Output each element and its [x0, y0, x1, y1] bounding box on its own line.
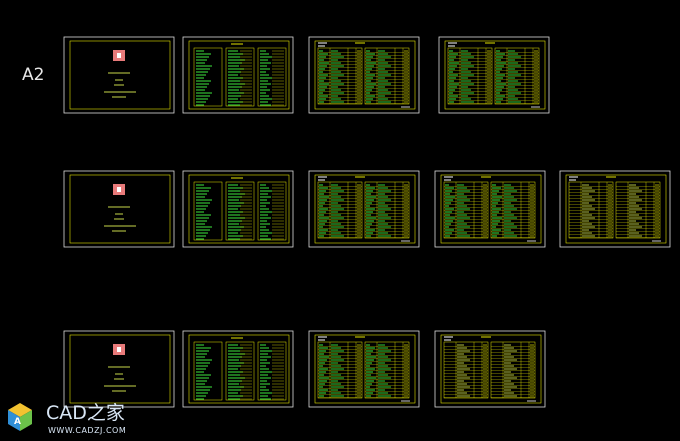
- sheet-border: [308, 330, 420, 408]
- sheet-frame: [188, 40, 290, 110]
- sheet-frame: [440, 174, 542, 244]
- sheet-size-label: A2: [22, 65, 44, 85]
- table: [364, 181, 410, 239]
- list-column: [193, 181, 223, 241]
- table: [317, 47, 363, 105]
- sheet-border: [434, 170, 546, 248]
- sheet-border: [63, 36, 175, 114]
- sheet-frame: [188, 334, 290, 404]
- table: [364, 341, 410, 399]
- sheet-border: [63, 330, 175, 408]
- sheet-frame: [565, 174, 667, 244]
- sheet-border: [182, 36, 294, 114]
- sheet-border: [182, 170, 294, 248]
- list-column: [257, 341, 287, 401]
- table: [494, 47, 540, 105]
- sheet-frame: [440, 334, 542, 404]
- sheet-frame: [188, 174, 290, 244]
- list-column: [225, 341, 255, 401]
- list-column: [193, 341, 223, 401]
- table: [568, 181, 614, 239]
- sheet-frame: [69, 174, 171, 244]
- sheet-border: [559, 170, 671, 248]
- sheet-frame: [314, 174, 416, 244]
- table: [317, 341, 363, 399]
- list-column: [257, 181, 287, 241]
- logo-inner: [117, 187, 121, 192]
- sheets: [63, 36, 671, 408]
- sheet-border: [434, 330, 546, 408]
- table: [447, 47, 493, 105]
- url: WWW.CADZJ.COM: [48, 426, 126, 435]
- watermark: A CAD之家 WWW.CADZJ.COM: [8, 402, 126, 435]
- logo-right: [20, 410, 32, 431]
- logo-inner: [117, 347, 121, 352]
- brand: CAD之家: [46, 402, 125, 424]
- list-column: [225, 47, 255, 107]
- logo-inner: [117, 53, 121, 58]
- table: [490, 181, 536, 239]
- sheet-border: [63, 170, 175, 248]
- logo-left: [8, 410, 20, 431]
- list-column: [193, 47, 223, 107]
- sheet-frame: [69, 334, 171, 404]
- table: [443, 181, 489, 239]
- sheet-border: [438, 36, 550, 114]
- table: [615, 181, 661, 239]
- logo-mark: A: [14, 417, 21, 427]
- sheet-frame: [69, 40, 171, 110]
- table: [443, 341, 489, 399]
- sheet-frame: [314, 334, 416, 404]
- table: [490, 341, 536, 399]
- sheet-frame: [444, 40, 546, 110]
- sheet-frame: [314, 40, 416, 110]
- table: [317, 181, 363, 239]
- sheet-border: [182, 330, 294, 408]
- list-column: [257, 47, 287, 107]
- sheet-border: [308, 170, 420, 248]
- list-column: [225, 181, 255, 241]
- sheet-border: [308, 36, 420, 114]
- table: [364, 47, 410, 105]
